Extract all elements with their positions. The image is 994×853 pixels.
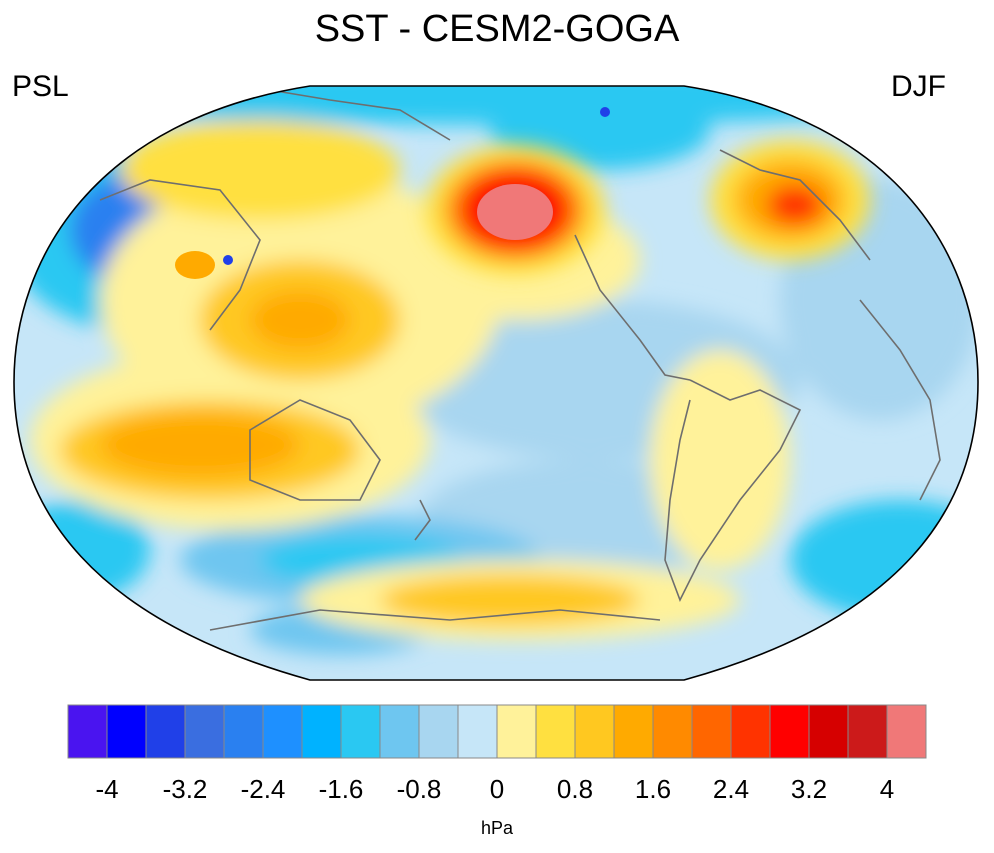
tibet-low-spot [223, 255, 233, 265]
psl-field [14, 86, 978, 680]
variable-label: PSL [12, 70, 69, 103]
colorbar-tick-label: -4 [95, 774, 118, 804]
north-atlantic-coast [719, 149, 871, 261]
colorbar-tick-labels: -4 -3.2 -2.4 -1.6 -0.8 0 0.8 1.6 2.4 3.2 4 [95, 774, 894, 804]
antarctica-coast [209, 609, 661, 631]
colorbar-tick-label: 0 [490, 774, 504, 804]
colorbar-box [418, 704, 459, 759]
colorbar-box [262, 704, 303, 759]
world-map [13, 85, 979, 681]
colorbar-tick-label: 4 [880, 774, 894, 804]
colorbar-tick-label: -2.4 [241, 774, 286, 804]
arctic-low-spot [600, 107, 610, 117]
colorbar-box [886, 704, 927, 759]
colorbar-box [340, 704, 381, 759]
colorbar-box [730, 704, 771, 759]
colorbar-box [691, 704, 732, 759]
atlantic-high-core [767, 185, 823, 225]
colorbar-box [301, 704, 342, 759]
map-border [13, 85, 979, 681]
tibet-spot [175, 251, 215, 279]
colorbar-tick-label: 0.8 [557, 774, 593, 804]
colorbar-box [574, 704, 615, 759]
coastlines [99, 89, 941, 631]
colorbar-box [808, 704, 849, 759]
north-america-west-coast [574, 234, 691, 381]
arctic-coast [269, 89, 451, 141]
alaska-high-core [477, 184, 553, 240]
season-label: DJF [891, 70, 946, 103]
colorbar-box [106, 704, 147, 759]
colorbar-tick-label: -1.6 [319, 774, 364, 804]
colorbar-tick-label: 1.6 [635, 774, 671, 804]
south-america-coast [664, 379, 802, 602]
africa-coast [859, 299, 941, 501]
colorbar-boxes [67, 704, 927, 759]
antarctic-orange [380, 575, 640, 625]
australia-coast [249, 399, 381, 501]
colorbar-box [145, 704, 186, 759]
west-pacific-orange-core [250, 290, 350, 350]
colorbar-box [457, 704, 498, 759]
colorbar-box [535, 704, 576, 759]
colorbar-box [67, 704, 108, 759]
colorbar-tick-label: -0.8 [397, 774, 442, 804]
colorbar-box [652, 704, 693, 759]
colorbar-tick-label: 3.2 [791, 774, 827, 804]
eurasia-coast [99, 179, 261, 331]
colorbar-box [496, 704, 537, 759]
colorbar-box [769, 704, 810, 759]
new-zealand-coast [414, 499, 431, 541]
colorbar-box [223, 704, 264, 759]
asia-yellow [120, 120, 400, 220]
colorbar-box [184, 704, 225, 759]
colorbar-box [379, 704, 420, 759]
colorbar-box [613, 704, 654, 759]
colorbar: -4 -3.2 -2.4 -1.6 -0.8 0 0.8 1.6 2.4 3.2 4 [67, 704, 927, 804]
south-america-yellow [650, 350, 790, 570]
colorbar-units: hPa [480, 818, 514, 838]
colorbar-box [847, 704, 888, 759]
map-title: SST - CESM2-GOGA [314, 8, 680, 50]
colorbar-tick-label: -3.2 [163, 774, 208, 804]
colorbar-tick-label: 2.4 [713, 774, 749, 804]
arctic-blue-band [20, 86, 978, 125]
